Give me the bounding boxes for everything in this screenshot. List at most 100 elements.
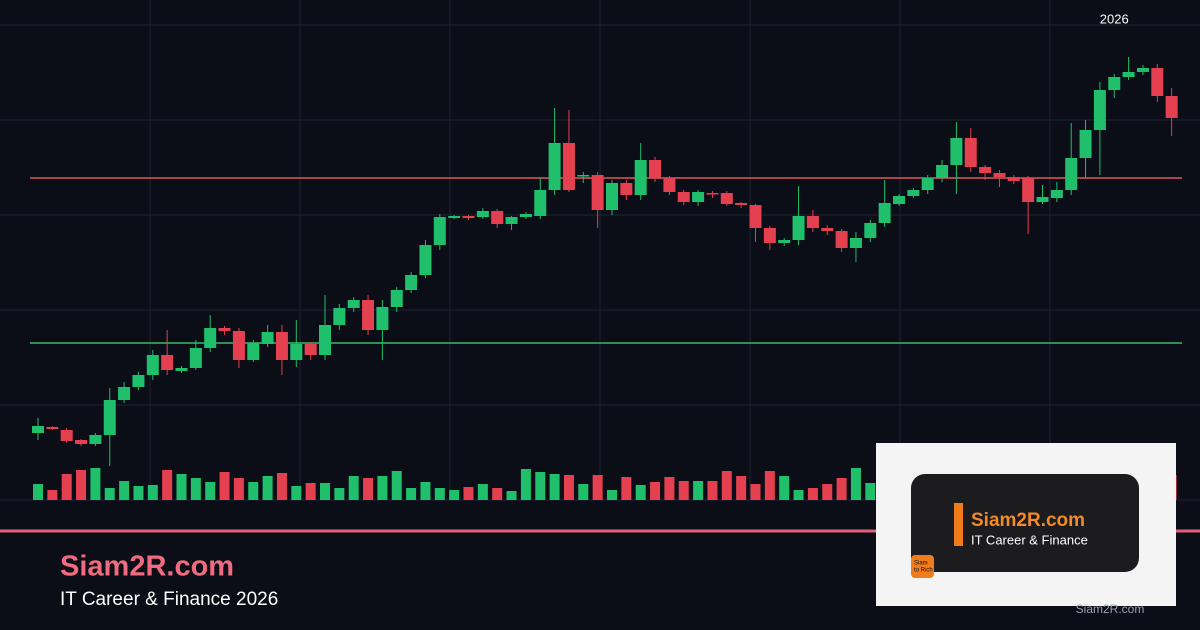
candle-body (620, 183, 633, 195)
volume-bar (406, 488, 417, 500)
volume-bar (190, 478, 201, 500)
volume-bar (779, 476, 790, 500)
badge-subtitle: IT Career & Finance (971, 532, 1088, 547)
volume-bar (119, 481, 130, 500)
candle-body (562, 143, 575, 190)
volume-bar (750, 484, 761, 500)
volume-bar (578, 484, 589, 500)
candle-body (1050, 190, 1063, 198)
volume-bar (506, 491, 517, 500)
candle-body (649, 160, 662, 178)
candle-body (591, 175, 604, 210)
time-label: 2026 (1100, 11, 1129, 26)
candle-body (1136, 68, 1149, 72)
candle-body (1108, 77, 1121, 90)
volume-bar (764, 471, 775, 500)
candle-body (993, 173, 1006, 177)
volume-bar (104, 488, 115, 500)
candle-body (333, 308, 346, 325)
candle-body (1079, 130, 1092, 158)
candle-body (347, 300, 360, 308)
volume-bar (693, 481, 704, 500)
volume-bar (721, 471, 732, 500)
candle-body (290, 344, 303, 360)
volume-bar (520, 469, 531, 500)
volume-bar (176, 474, 187, 500)
volume-bar (377, 476, 388, 500)
badge-card (911, 474, 1139, 572)
candle-body (319, 325, 331, 355)
candle-body (261, 332, 274, 344)
candle-body (964, 138, 977, 167)
volume-bar (147, 485, 158, 500)
candle-body (706, 193, 719, 195)
candle-body (893, 196, 905, 204)
volume-bar (549, 474, 560, 500)
candle-body (275, 332, 288, 360)
volume-bar (334, 488, 345, 500)
candle-body (936, 165, 949, 178)
candle-body (362, 300, 375, 330)
candle-body (849, 238, 862, 248)
candle-body (1065, 158, 1078, 190)
candle-body (878, 203, 891, 223)
footer-corner: Siam2R.com (1076, 602, 1145, 616)
candle-body (476, 211, 489, 217)
volume-bar (463, 487, 474, 500)
footer-title: Siam2R.com (60, 551, 234, 583)
candle-body (247, 343, 260, 360)
candle-body (907, 190, 920, 196)
candle-body (204, 328, 217, 348)
candle-body (534, 190, 547, 216)
candle-body (1007, 177, 1020, 181)
footer-subtitle: IT Career & Finance 2026 (60, 589, 278, 610)
volume-bar (305, 483, 316, 500)
candle-body (663, 178, 676, 192)
candle-body (634, 160, 647, 195)
candle-body (1093, 90, 1106, 130)
volume-bar (635, 485, 646, 500)
volume-bar (363, 478, 374, 500)
badge-logo (911, 555, 934, 578)
volume-bar (162, 470, 173, 500)
volume-bar (664, 477, 675, 500)
candle-body (749, 205, 762, 228)
candle-body (1022, 178, 1035, 202)
candle-body (89, 435, 102, 444)
candle-body (218, 328, 231, 331)
candle-body (677, 192, 690, 202)
volume-bar (822, 484, 833, 500)
candle-body (390, 290, 403, 307)
candle-body (189, 348, 202, 368)
candle-body (950, 138, 963, 165)
time-grid (149, 0, 1051, 500)
candle-body (175, 368, 188, 371)
candle-body (921, 178, 934, 190)
volume-bar (391, 471, 402, 500)
volume-bar (621, 477, 632, 500)
volume-bar (736, 476, 747, 500)
candle-body (405, 275, 418, 290)
volume-bar (133, 486, 144, 500)
candle-body (505, 217, 518, 224)
volume-bar (650, 482, 661, 500)
volume-bar (219, 472, 230, 500)
candle-body (46, 427, 59, 429)
volume-bar (535, 472, 546, 500)
candle-body (304, 344, 317, 355)
candle-body (32, 426, 44, 433)
candle-body (462, 216, 475, 218)
volume-bar (807, 488, 818, 500)
volume-bar (678, 481, 689, 500)
candle-body (519, 214, 532, 217)
candle-body (1151, 68, 1164, 96)
candle-body (835, 231, 848, 248)
volume-bar (205, 482, 216, 500)
candle-body (778, 240, 791, 243)
volume-bar (276, 473, 287, 500)
volume-bar (449, 490, 460, 500)
volume-bar (707, 481, 718, 500)
volume-bar (865, 483, 876, 500)
candle-body (864, 223, 877, 238)
